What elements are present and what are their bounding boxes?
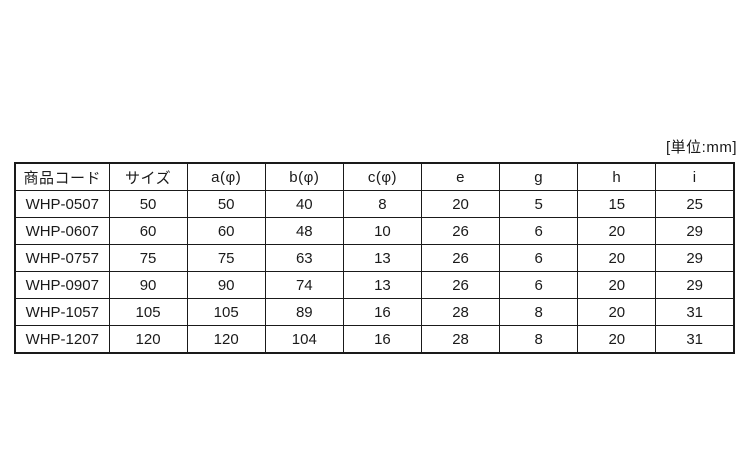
value-cell: 20 <box>577 217 657 245</box>
value-cell: 6 <box>499 271 579 299</box>
table-body: WHP-0507 50 50 40 8 20 5 15 25 WHP-0607 60 60 48 10 26… <box>14 190 735 354</box>
table-row: WHP-0507 50 50 40 8 20 5 15 25 <box>14 190 735 218</box>
product-code-cell: WHP-0507 <box>14 190 110 218</box>
value-cell: 50 <box>108 190 188 218</box>
column-header-h: h <box>577 162 657 191</box>
value-cell: 50 <box>186 190 266 218</box>
value-cell: 75 <box>108 244 188 272</box>
product-code-cell: WHP-0907 <box>14 271 110 299</box>
table-row: WHP-0907 90 90 74 13 26 6 20 29 <box>14 271 735 299</box>
value-cell: 13 <box>342 244 423 272</box>
column-header-e: e <box>420 162 501 191</box>
value-cell: 20 <box>577 325 657 354</box>
value-cell: 26 <box>420 244 501 272</box>
value-cell: 31 <box>655 325 735 354</box>
value-cell: 31 <box>655 298 735 326</box>
value-cell: 89 <box>264 298 344 326</box>
value-cell: 8 <box>499 325 579 354</box>
product-code-cell: WHP-1057 <box>14 298 110 326</box>
column-header-i: i <box>655 162 735 191</box>
value-cell: 60 <box>108 217 188 245</box>
value-cell: 26 <box>420 217 501 245</box>
value-cell: 75 <box>186 244 266 272</box>
column-header-b(φ): b(φ) <box>264 162 344 191</box>
value-cell: 29 <box>655 244 735 272</box>
unit-label: [単位:mm] <box>666 139 737 156</box>
value-cell: 104 <box>264 325 344 354</box>
column-header-product-code: 商品コード <box>14 162 110 191</box>
value-cell: 26 <box>420 271 501 299</box>
value-cell: 28 <box>420 325 501 354</box>
column-header-g: g <box>499 162 579 191</box>
value-cell: 105 <box>186 298 266 326</box>
product-spec-table: 商品コード サイズ a(φ) b(φ) c(φ) e g h i WHP-0507 50 50 40 8… <box>14 162 735 354</box>
product-code-cell: WHP-1207 <box>14 325 110 354</box>
value-cell: 20 <box>577 298 657 326</box>
value-cell: 6 <box>499 217 579 245</box>
value-cell: 8 <box>342 190 423 218</box>
value-cell: 5 <box>499 190 579 218</box>
table-header: 商品コード サイズ a(φ) b(φ) c(φ) e g h i <box>14 162 735 191</box>
value-cell: 120 <box>108 325 188 354</box>
column-header-c(φ): c(φ) <box>342 162 423 191</box>
value-cell: 10 <box>342 217 423 245</box>
column-header-a(φ): a(φ) <box>186 162 266 191</box>
value-cell: 63 <box>264 244 344 272</box>
table-row: WHP-0757 75 75 63 13 26 6 20 29 <box>14 244 735 272</box>
value-cell: 28 <box>420 298 501 326</box>
value-cell: 16 <box>342 325 423 354</box>
value-cell: 40 <box>264 190 344 218</box>
value-cell: 15 <box>577 190 657 218</box>
value-cell: 20 <box>577 244 657 272</box>
table-row: WHP-1057 105 105 89 16 28 8 20 31 <box>14 298 735 326</box>
value-cell: 16 <box>342 298 423 326</box>
value-cell: 29 <box>655 217 735 245</box>
value-cell: 6 <box>499 244 579 272</box>
table-header-row: 商品コード サイズ a(φ) b(φ) c(φ) e g h i <box>14 162 735 191</box>
value-cell: 105 <box>108 298 188 326</box>
value-cell: 13 <box>342 271 423 299</box>
value-cell: 90 <box>108 271 188 299</box>
value-cell: 120 <box>186 325 266 354</box>
value-cell: 8 <box>499 298 579 326</box>
value-cell: 90 <box>186 271 266 299</box>
value-cell: 74 <box>264 271 344 299</box>
value-cell: 20 <box>577 271 657 299</box>
product-code-cell: WHP-0607 <box>14 217 110 245</box>
value-cell: 25 <box>655 190 735 218</box>
value-cell: 29 <box>655 271 735 299</box>
table-row: WHP-1207 120 120 104 16 28 8 20 31 <box>14 325 735 354</box>
value-cell: 60 <box>186 217 266 245</box>
table-row: WHP-0607 60 60 48 10 26 6 20 29 <box>14 217 735 245</box>
column-header-サイズ: サイズ <box>108 162 188 191</box>
value-cell: 20 <box>420 190 501 218</box>
value-cell: 48 <box>264 217 344 245</box>
product-code-cell: WHP-0757 <box>14 244 110 272</box>
